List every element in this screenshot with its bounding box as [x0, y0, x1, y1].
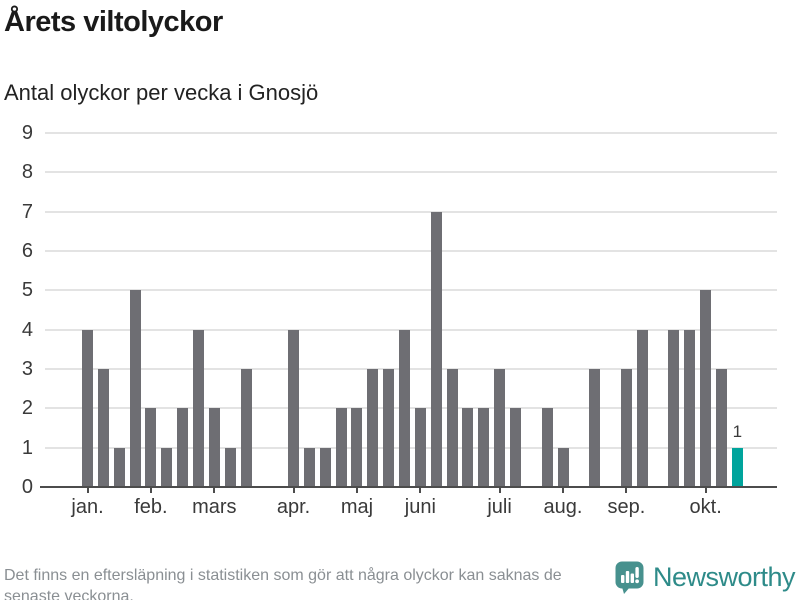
bar — [557, 447, 569, 487]
bar — [430, 211, 442, 487]
y-tick-label: 9 — [21, 122, 33, 144]
month-label: jan. — [71, 496, 104, 518]
month-label: juni — [404, 496, 436, 518]
bar — [509, 408, 521, 487]
bar — [145, 408, 157, 487]
month-label: aug. — [543, 496, 583, 518]
bar — [636, 329, 648, 487]
gridline — [45, 171, 777, 174]
bar — [319, 447, 331, 487]
bar — [399, 329, 410, 487]
y-tick-label: 0 — [21, 476, 33, 498]
bar — [208, 408, 220, 487]
footer-note: Det finns en eftersläpning i statistiken… — [4, 565, 634, 600]
bar — [383, 369, 395, 487]
bar — [589, 369, 601, 487]
gridline — [45, 446, 777, 449]
gridline — [45, 132, 777, 134]
month-label: mars — [192, 496, 237, 518]
bar — [367, 369, 379, 487]
y-tick-label: 5 — [21, 279, 33, 302]
month-tick-mark — [86, 487, 89, 493]
bar — [700, 290, 712, 487]
month-label: feb. — [134, 496, 168, 518]
bar — [288, 329, 300, 487]
bar — [494, 369, 506, 487]
month-label: maj — [340, 496, 374, 518]
month-tick-mark — [213, 487, 216, 493]
gridline — [45, 368, 777, 370]
bar — [716, 369, 727, 487]
month-tick-mark — [292, 487, 295, 493]
chart-subtitle: Antal olyckor per vecka i Gnosjö — [4, 80, 319, 105]
bar — [335, 408, 347, 487]
bar — [82, 329, 93, 487]
bar — [240, 369, 252, 487]
bar-chart-plot-area: 1 — [45, 132, 777, 487]
bar — [224, 447, 236, 487]
month-tick-mark — [625, 487, 628, 493]
bar — [192, 329, 204, 487]
gridline — [45, 210, 777, 213]
month-tick-mark — [704, 487, 707, 493]
gridline — [45, 328, 777, 331]
gridline — [45, 407, 777, 410]
y-tick-label: 2 — [21, 397, 33, 420]
bar — [113, 447, 125, 487]
bar — [684, 329, 696, 487]
y-tick-label: 3 — [21, 358, 33, 380]
month-tick-mark — [419, 487, 422, 493]
x-axis-line — [40, 486, 777, 488]
bar — [414, 408, 426, 487]
month-label: sep. — [607, 496, 646, 518]
bar — [446, 369, 458, 487]
month-tick-mark — [149, 487, 152, 493]
bar — [177, 408, 189, 487]
bar — [478, 408, 490, 487]
bar — [668, 329, 680, 487]
newsworthy-bubble-icon — [615, 561, 644, 594]
month-tick-mark — [498, 487, 501, 493]
bar — [161, 447, 173, 487]
bar — [541, 408, 553, 487]
month-tick-mark — [355, 487, 358, 493]
highlight-bar — [731, 447, 743, 487]
bar — [97, 369, 109, 487]
bar-value-label: 1 — [732, 421, 743, 441]
bar — [351, 408, 363, 487]
y-tick-label: 6 — [21, 240, 33, 262]
footer-note-line1: Det finns en eftersläpning i statistiken… — [4, 567, 562, 584]
bar — [462, 408, 474, 487]
gridline — [45, 250, 777, 252]
y-tick-label: 4 — [21, 318, 33, 341]
page-title: Årets viltolyckor — [4, 6, 223, 38]
newsworthy-logo: Newsworthy — [615, 561, 796, 594]
month-label: juli — [487, 496, 512, 518]
gridline — [45, 289, 777, 292]
footer-note-line2: senaste veckorna. — [4, 588, 134, 600]
y-tick-label: 8 — [21, 161, 33, 184]
y-tick-label: 1 — [21, 436, 33, 459]
bar — [129, 290, 141, 487]
bar — [620, 369, 632, 487]
bar — [303, 447, 315, 487]
month-label: apr. — [276, 496, 311, 518]
month-tick-mark — [562, 487, 564, 493]
month-label: okt. — [689, 496, 722, 518]
newsworthy-wordmark: Newsworthy — [652, 562, 796, 592]
y-tick-label: 7 — [21, 200, 33, 223]
